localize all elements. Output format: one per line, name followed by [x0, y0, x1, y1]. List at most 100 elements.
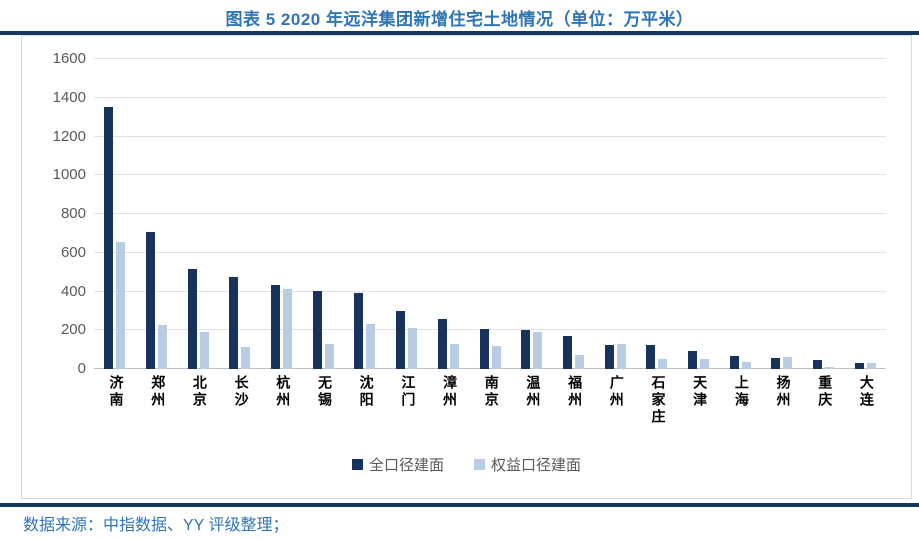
bar-group-19	[844, 59, 886, 369]
x-tick-江门: 江门	[386, 375, 428, 426]
x-tick-北京: 北京	[177, 375, 219, 426]
x-tick-label: 长沙	[232, 375, 248, 409]
x-tick-label: 南京	[482, 375, 498, 409]
x-tick-label: 江门	[399, 375, 415, 409]
bar-group-9	[428, 59, 470, 369]
legend-swatch-dark	[351, 459, 363, 470]
x-tick-label: 上海	[732, 375, 748, 409]
gridline-800	[94, 213, 886, 214]
bar-group-7	[344, 59, 386, 369]
bar-全口径建面-天津	[687, 351, 697, 369]
x-tick-label: 大连	[857, 375, 873, 409]
bar-group-8	[386, 59, 428, 369]
x-tick-长沙: 长沙	[219, 375, 261, 426]
bar-全口径建面-沈阳	[354, 292, 364, 369]
bar-全口径建面-福州	[562, 335, 572, 369]
bar-权益口径建面-广州	[616, 344, 626, 369]
bar-全口径建面-石家庄	[646, 344, 656, 369]
gridline-200	[94, 329, 886, 331]
bar-group-12	[553, 59, 595, 369]
y-tick-label-200: 200	[60, 321, 86, 339]
legend-swatch-light	[474, 459, 485, 470]
bar-全口径建面-北京	[187, 269, 197, 369]
figure-title: 图表 5 2020 年远洋集团新增住宅土地情况（单位：万平米）	[225, 10, 694, 29]
gridline-1200	[94, 135, 886, 137]
bar-权益口径建面-杭州	[283, 288, 293, 369]
footer-divider	[0, 503, 919, 507]
bar-group-5	[261, 59, 303, 369]
y-tick-label-800: 800	[60, 205, 86, 222]
x-tick-温州: 温州	[511, 375, 553, 426]
x-tick-无锡: 无锡	[302, 375, 344, 426]
bar-group-11	[511, 59, 553, 369]
bar-group-15	[678, 59, 720, 369]
bar-权益口径建面-南京	[491, 345, 501, 369]
x-tick-沈阳: 沈阳	[344, 375, 386, 426]
bar-权益口径建面-沈阳	[366, 324, 376, 369]
bar-group-18	[803, 59, 845, 369]
x-tick-label: 无锡	[315, 375, 331, 409]
x-tick-label: 杭州	[274, 375, 290, 409]
bar-全口径建面-长沙	[229, 276, 239, 369]
bar-权益口径建面-无锡	[324, 343, 334, 369]
x-tick-杭州: 杭州	[261, 375, 303, 426]
x-tick-label: 福州	[566, 375, 582, 409]
x-tick-上海: 上海	[719, 375, 761, 426]
bar-全口径建面-重庆	[813, 360, 823, 369]
bar-group-4	[219, 59, 261, 369]
gridline-1600	[94, 58, 886, 59]
x-tick-label: 扬州	[774, 375, 790, 409]
bar-权益口径建面-上海	[741, 361, 751, 369]
bar-全口径建面-漳州	[437, 319, 447, 369]
x-tick-重庆: 重庆	[803, 375, 845, 426]
gridline-600	[94, 251, 886, 253]
bar-权益口径建面-郑州	[158, 324, 168, 369]
bar-权益口径建面-石家庄	[658, 358, 668, 369]
x-axis-labels: 济南 郑州 北京 长沙 杭州 无锡 沈阳 江门 漳州 南京 温州 福州 广州 石家庄 天津 上海 扬州 重庆 大连	[94, 375, 886, 426]
bar-plot-area	[94, 59, 886, 369]
y-tick-label-1200: 1200	[52, 127, 86, 145]
x-tick-label: 沈阳	[357, 375, 373, 409]
gridline-1000	[94, 174, 886, 176]
x-tick-郑州: 郑州	[136, 375, 178, 426]
bar-权益口径建面-北京	[199, 332, 209, 369]
bar-权益口径建面-温州	[533, 332, 543, 369]
gridline-1400	[94, 96, 886, 98]
bar-全口径建面-江门	[396, 310, 406, 369]
y-tick-label-1000: 1000	[52, 166, 86, 184]
bar-权益口径建面-扬州	[783, 357, 793, 369]
bar-group-2	[136, 59, 178, 369]
bar-group-10	[469, 59, 511, 369]
y-tick-label-1600: 1600	[52, 50, 86, 67]
bar-权益口径建面-福州	[574, 354, 584, 369]
x-tick-济南: 济南	[94, 375, 136, 426]
x-tick-石家庄: 石家庄	[636, 375, 678, 426]
bar-全口径建面-无锡	[312, 291, 322, 369]
bar-全口径建面-广州	[604, 344, 614, 369]
x-tick-南京: 南京	[469, 375, 511, 426]
x-tick-label: 温州	[524, 375, 540, 409]
x-tick-label: 漳州	[441, 375, 457, 409]
bar-全口径建面-温州	[521, 330, 531, 369]
legend-label-equity-caliber: 权益口径建面	[491, 457, 582, 474]
y-tick-label-400: 400	[60, 282, 86, 300]
bar-权益口径建面-漳州	[449, 344, 459, 369]
gridline-0	[94, 368, 886, 369]
legend-label-full-caliber: 全口径建面	[368, 457, 444, 474]
y-tick-label-0: 0	[77, 360, 86, 377]
x-tick-label: 北京	[190, 375, 206, 409]
x-tick-label: 郑州	[149, 375, 165, 409]
bar-全口径建面-扬州	[771, 358, 781, 369]
x-tick-漳州: 漳州	[428, 375, 470, 426]
x-tick-label: 广州	[607, 375, 623, 409]
bar-group-6	[302, 59, 344, 369]
bar-group-3	[177, 59, 219, 369]
legend-item-equity-caliber: 权益口径建面	[474, 454, 581, 475]
bar-全口径建面-郑州	[146, 232, 156, 369]
title-divider	[0, 31, 919, 35]
x-tick-label: 石家庄	[649, 375, 665, 426]
gridlines	[94, 58, 886, 369]
bar-权益口径建面-江门	[408, 327, 418, 369]
x-tick-广州: 广州	[594, 375, 636, 426]
